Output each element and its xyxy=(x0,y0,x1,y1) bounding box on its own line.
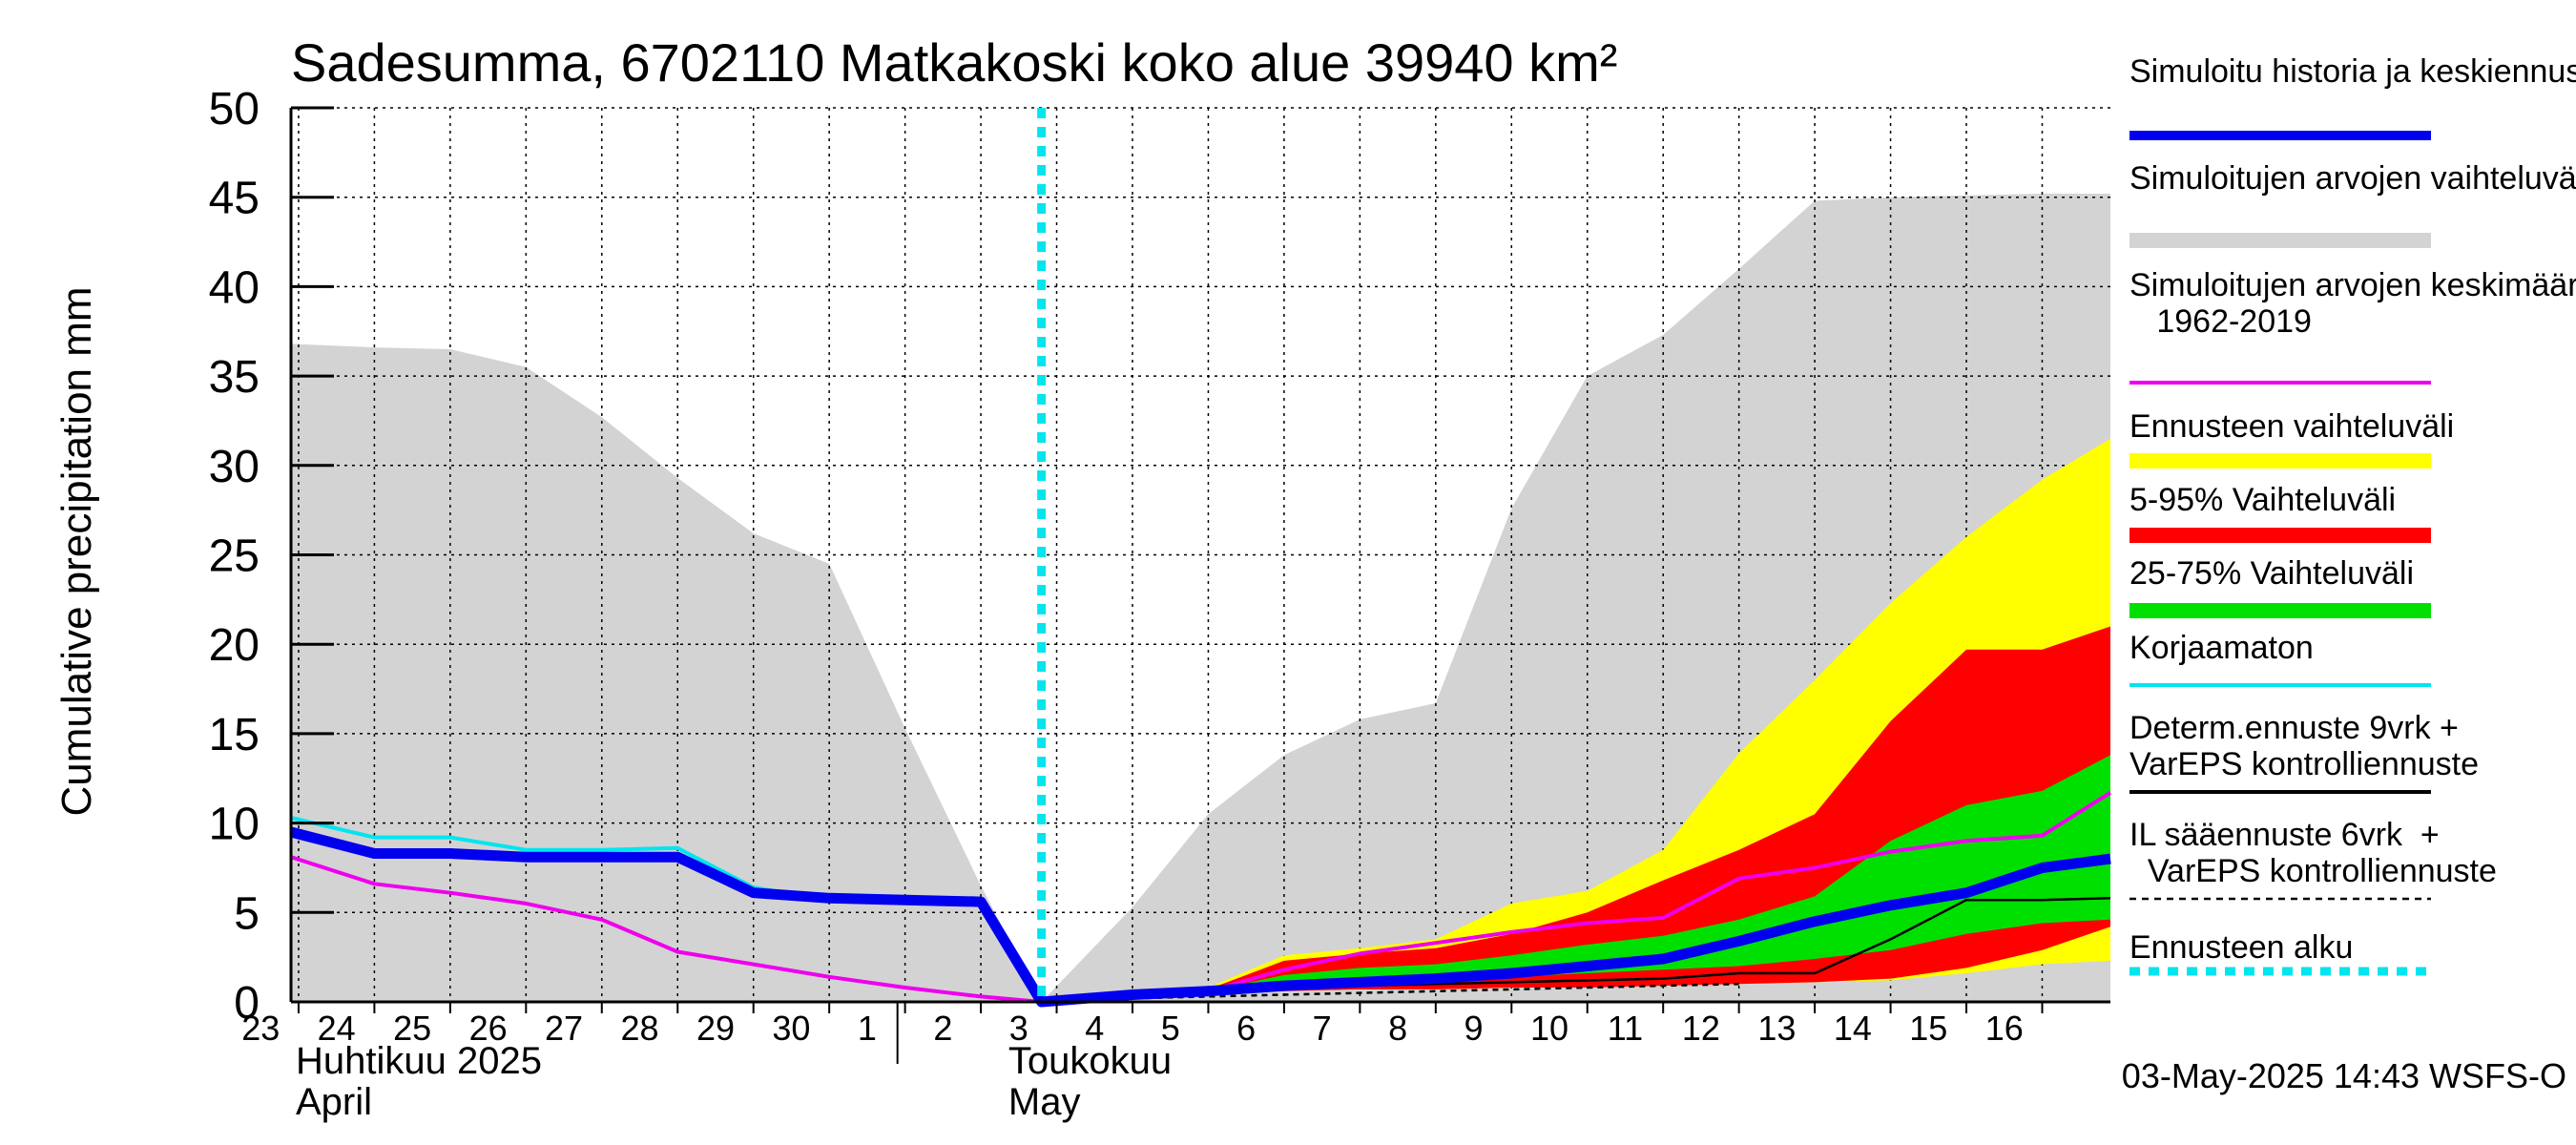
grid-lines xyxy=(291,107,2110,1002)
legend-swatch xyxy=(2129,528,2431,543)
x-tick-label: 5 xyxy=(1161,1009,1180,1048)
x-tick-label: 26 xyxy=(469,1009,508,1048)
month-label: Huhtikuu 2025 xyxy=(296,1040,542,1082)
x-tick-label: 13 xyxy=(1757,1009,1796,1048)
legend-label: 1962-2019 xyxy=(2129,303,2312,340)
x-tick-label: 27 xyxy=(545,1009,583,1048)
y-tick-label: 0 xyxy=(234,978,260,1029)
timestamp-label: 03-May-2025 14:43 WSFS-O xyxy=(2122,1056,2566,1095)
x-tick-label: 16 xyxy=(1985,1009,2024,1048)
legend-label: Simuloitujen arvojen vaihteluväli 1962-2… xyxy=(2129,160,2576,197)
y-tick-label: 15 xyxy=(209,710,260,760)
legend-label: Simuloitujen arvojen keskimääräinen arvo xyxy=(2129,267,2576,303)
y-tick-label: 35 xyxy=(209,352,260,403)
x-tick-label: 9 xyxy=(1465,1009,1484,1048)
legend-label: 25-75% Vaihteluväli xyxy=(2129,555,2414,592)
x-tick-label: 6 xyxy=(1236,1009,1256,1048)
legend-swatch xyxy=(2129,453,2431,468)
x-tick-label: 10 xyxy=(1530,1009,1568,1048)
legend-label: VarEPS kontrolliennuste xyxy=(2129,853,2497,889)
x-tick-label: 14 xyxy=(1834,1009,1872,1048)
y-tick-label: 30 xyxy=(209,442,260,492)
legend-label: Korjaamaton xyxy=(2129,630,2314,666)
x-tick-labels: 23 24 25 26 27 28 29 30 1 2 3 4 5 6 7 8 9 10 11 12 13 14 15 16 xyxy=(241,1009,2024,1048)
x-tick-label: 3 xyxy=(1009,1009,1028,1048)
simulated-history-line xyxy=(289,826,2111,1008)
y-tick-label: 20 xyxy=(209,620,260,671)
history-range-band xyxy=(291,194,2110,1002)
y-tick-label: 40 xyxy=(209,262,260,313)
month-label-english: April xyxy=(296,1081,372,1123)
x-tick-label: 2 xyxy=(933,1009,952,1048)
legend-label: Simuloitu historia ja keskiennuste xyxy=(2129,53,2576,90)
history-range-area xyxy=(291,194,2110,1002)
x-tick-label: 1 xyxy=(858,1009,877,1048)
y-tick-label: 25 xyxy=(209,531,260,582)
x-tick-label: 8 xyxy=(1388,1009,1407,1048)
y-tick-labels: 0 5 10 15 20 25 30 35 40 45 50 xyxy=(209,84,260,1029)
legend-label: Ennusteen alku xyxy=(2129,929,2353,966)
x-tick-label: 30 xyxy=(772,1009,810,1048)
y-tick-label: 10 xyxy=(209,800,260,850)
month-label: Toukokuu xyxy=(1008,1040,1172,1082)
axes xyxy=(289,106,2110,1064)
legend-swatch xyxy=(2129,233,2431,248)
chart-title: Sadesumma, 6702110 Matkakoski koko alue … xyxy=(291,32,1617,93)
x-tick-label: 4 xyxy=(1085,1009,1104,1048)
range-25-75-band xyxy=(1041,755,2110,1002)
x-tick-label: 7 xyxy=(1313,1009,1332,1048)
legend: Simuloitu historia ja keskiennuste Simulo… xyxy=(2129,53,2576,976)
legend-label: Ennusteen vaihteluväli xyxy=(2129,408,2454,445)
legend-label: VarEPS kontrolliennuste xyxy=(2129,746,2479,782)
x-tick-label: 12 xyxy=(1682,1009,1720,1048)
y-tick-label: 50 xyxy=(209,84,260,135)
x-tick-label: 25 xyxy=(393,1009,431,1048)
y-tick-label: 5 xyxy=(234,888,260,939)
x-tick-label: 24 xyxy=(318,1009,356,1048)
y-axis-label: Cumulative precipitation mm xyxy=(53,286,100,816)
x-tick-label: 11 xyxy=(1608,1009,1643,1048)
y-tick-label: 45 xyxy=(209,174,260,224)
x-tick-label: 15 xyxy=(1909,1009,1947,1048)
series-lines xyxy=(289,108,2112,1008)
legend-label: 5-95% Vaihteluväli xyxy=(2129,482,2396,518)
month-label-english: May xyxy=(1008,1081,1081,1123)
x-tick-label: 29 xyxy=(696,1009,735,1048)
x-tick-label: 23 xyxy=(241,1009,280,1048)
legend-swatch xyxy=(2129,603,2431,618)
legend-label: IL sääennuste 6vrk + xyxy=(2129,817,2440,853)
legend-label: Determ.ennuste 9vrk + xyxy=(2129,710,2459,746)
x-tick-label: 28 xyxy=(620,1009,658,1048)
